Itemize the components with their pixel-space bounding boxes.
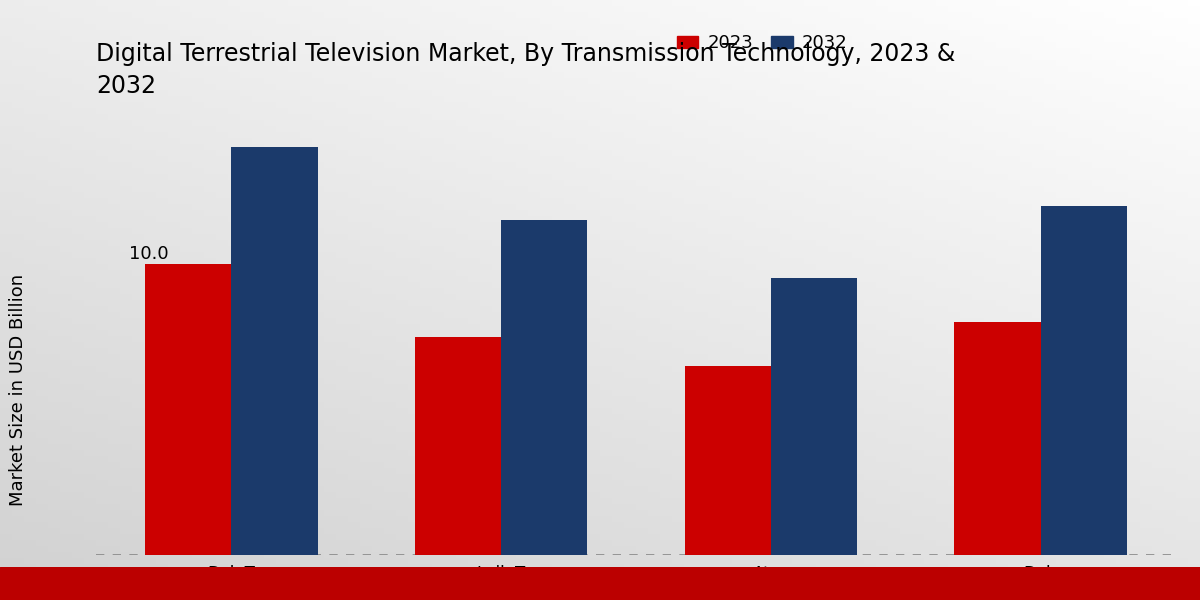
Text: Digital Terrestrial Television Market, By Transmission Technology, 2023 &
2032: Digital Terrestrial Television Market, B… xyxy=(96,42,955,98)
Bar xyxy=(502,220,588,555)
Text: Market Size in USD Billion: Market Size in USD Billion xyxy=(8,274,28,506)
Bar xyxy=(415,337,502,555)
Bar xyxy=(684,366,770,555)
Bar xyxy=(145,264,232,555)
Bar xyxy=(770,278,857,555)
Bar xyxy=(954,322,1040,555)
Text: 10.0: 10.0 xyxy=(128,245,168,263)
Bar xyxy=(232,148,318,555)
Bar xyxy=(1040,206,1127,555)
Legend: 2023, 2032: 2023, 2032 xyxy=(670,27,854,59)
